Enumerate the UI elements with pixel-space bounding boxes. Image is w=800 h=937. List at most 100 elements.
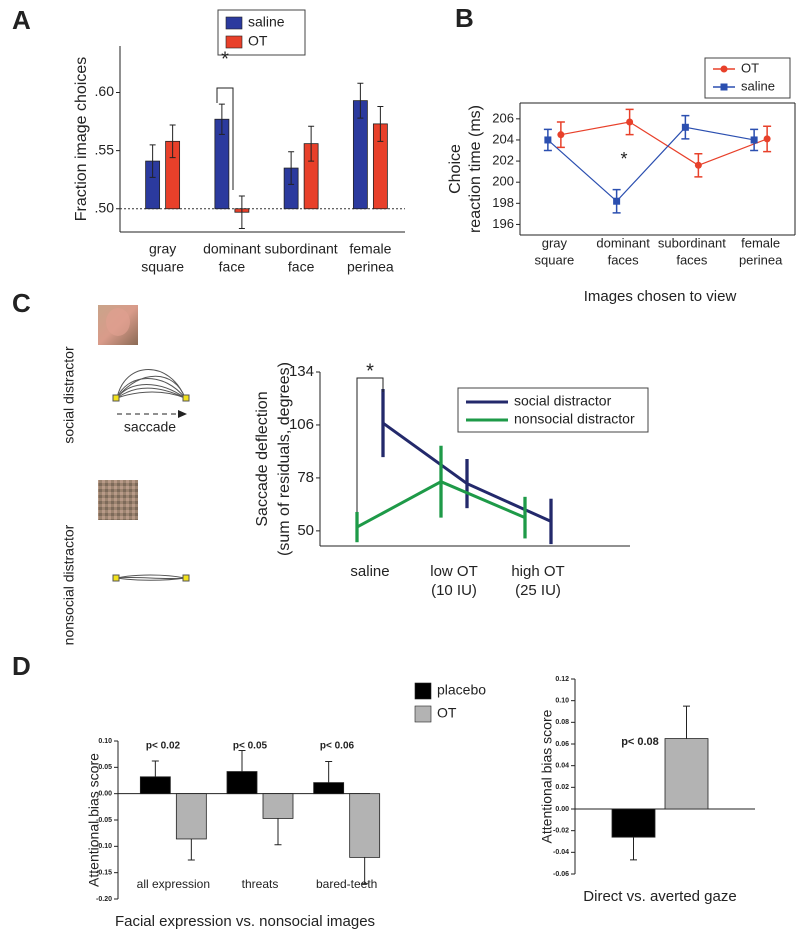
marker [694, 161, 702, 169]
distractor-label: social distractor [61, 346, 77, 444]
x-tick-label: threats [242, 877, 279, 891]
marker [763, 135, 771, 143]
legend-marker [720, 83, 728, 91]
y-tick-label: 50 [297, 522, 314, 539]
legend-box [457, 387, 649, 433]
y-tick-label: 0.12 [555, 676, 569, 683]
x-tick-label: subordinant [265, 241, 338, 257]
panel-letter: A [12, 5, 31, 35]
x-tick-label: (10 IU) [431, 582, 477, 599]
legend-label: placebo [437, 682, 486, 698]
x-tick-label: square [141, 259, 184, 275]
error-bar [288, 151, 295, 185]
annotation: p< 0.02 [146, 741, 181, 752]
error-bar [151, 760, 159, 777]
x-tick-label: gray [149, 241, 176, 257]
x-tick-label: (25 IU) [515, 582, 561, 599]
y-tick-label: -0.15 [96, 870, 112, 877]
marker [626, 118, 634, 126]
x-tick-label: dominant [596, 235, 650, 250]
significance-bracket [216, 87, 234, 190]
y-tick-label: 106 [289, 416, 314, 433]
error-bar [325, 761, 333, 783]
legend-label: saline [741, 78, 775, 93]
error-bar [274, 818, 282, 846]
legend-label: OT [741, 60, 759, 75]
chart: C 50 78 106 134 saline low OT (10 IU) high OT (25… [12, 288, 649, 645]
x-tick-label: face [219, 259, 246, 275]
error-bar [238, 749, 246, 772]
x-tick-label: faces [676, 252, 708, 267]
marker [613, 197, 621, 205]
fixation [112, 574, 120, 582]
chart: D -0.20 -0.15 -0.10 -0.05 0.00 0.05 0.10 all exp… [12, 651, 486, 930]
bar [226, 771, 258, 795]
y-tick-label: 0.00 [555, 806, 569, 813]
x-tick-label: perinea [739, 252, 783, 267]
y-tick-label: .50 [95, 199, 115, 215]
flat-trajectories [116, 574, 186, 581]
bar [664, 738, 709, 810]
fixation [112, 394, 120, 402]
bar [313, 782, 345, 795]
target [182, 394, 190, 402]
y-tick-label: 200 [492, 174, 514, 189]
y-tick-label: 206 [492, 110, 514, 125]
y-tick-label: 202 [492, 153, 514, 168]
error-bar [308, 125, 315, 162]
bar [175, 793, 207, 840]
y-tick-label: -0.20 [96, 896, 112, 903]
x-tick-label: bared-teeth [316, 877, 377, 891]
error-bar [149, 144, 156, 178]
x-tick-label: faces [608, 252, 640, 267]
annotation: p< 0.06 [320, 741, 355, 752]
x-tick-label: subordinant [658, 235, 726, 250]
panel-letter: B [455, 3, 474, 33]
y-axis-label: Saccade deflection [254, 391, 271, 526]
bar [262, 793, 294, 819]
y-tick-label: 0.00 [98, 791, 112, 798]
line [547, 126, 755, 203]
panel-letter: C [12, 288, 31, 318]
x-axis-label: Images chosen to view [584, 288, 737, 305]
x-tick-label: low OT [430, 563, 478, 580]
y-axis-label: Attentional bias score [86, 753, 102, 887]
line [560, 121, 768, 166]
y-tick-label: -0.10 [96, 843, 112, 850]
legend-label: OT [248, 33, 268, 49]
x-tick-label: high OT [511, 563, 564, 580]
legend-label: social distractor [514, 393, 612, 409]
y-axis-label: Attentional bias score [539, 709, 555, 843]
error-bar [630, 837, 637, 861]
y-tick-label: 0.06 [555, 741, 569, 748]
legend-swatch [225, 16, 243, 30]
x-tick-label: gray [542, 235, 568, 250]
y-tick-label: 0.08 [555, 719, 569, 726]
legend-label: OT [437, 705, 457, 721]
legend-label: saline [248, 14, 285, 30]
y-tick-label: -0.06 [553, 871, 569, 878]
y-tick-label: 198 [492, 195, 514, 210]
y-tick-label: -0.05 [96, 817, 112, 824]
x-axis-label: Facial expression vs. nonsocial images [115, 913, 375, 930]
y-tick-label: .60 [95, 83, 115, 99]
error-bar [683, 705, 690, 739]
x-tick-label: perinea [347, 259, 394, 275]
noise-image [98, 480, 138, 520]
marker [681, 123, 689, 131]
x-axis-label: Direct vs. averted gaze [583, 888, 736, 905]
error-bar [218, 103, 225, 135]
marker [557, 131, 565, 139]
x-tick-label: female [349, 241, 391, 257]
legend-swatch [414, 682, 432, 700]
x-tick-label: female [741, 235, 780, 250]
legend-swatch [225, 35, 243, 49]
distractor-label: nonsocial distractor [61, 524, 77, 645]
annotation: p< 0.08 [621, 736, 659, 748]
x-tick-label: all expression [137, 877, 210, 891]
legend-label: nonsocial distractor [514, 411, 635, 427]
legend-marker [720, 65, 728, 73]
error-bar [357, 82, 364, 119]
y-axis-label: Fraction image choices [73, 57, 90, 222]
